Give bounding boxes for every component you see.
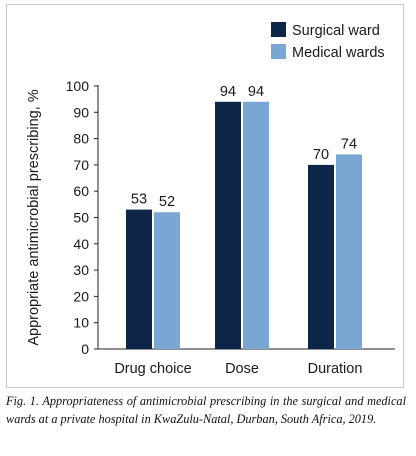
bar-value-label: 52 <box>159 194 175 210</box>
bar <box>215 101 241 349</box>
y-tick-label: 50 <box>73 210 89 226</box>
y-tick-label: 80 <box>73 131 89 147</box>
y-tick-label: 90 <box>73 104 89 120</box>
bar <box>243 101 269 349</box>
y-tick-label: 100 <box>66 78 90 94</box>
y-tick-label: 10 <box>73 315 89 331</box>
y-tick-label: 20 <box>73 288 89 304</box>
x-category-label: Dose <box>225 361 259 377</box>
bar-value-label: 70 <box>313 147 329 163</box>
y-tick-label: 0 <box>81 341 89 357</box>
y-tick-label: 60 <box>73 183 89 199</box>
y-tick-label: 40 <box>73 236 89 252</box>
bar <box>126 209 152 349</box>
bar-value-label: 94 <box>248 84 264 100</box>
legend-swatch <box>271 22 286 37</box>
bar-value-label: 74 <box>341 136 357 152</box>
bar <box>154 212 180 349</box>
bar-chart: 0 10 20 30 40 50 60 70 80 90 100 Appropriate antimi… <box>26 22 395 377</box>
legend-swatch <box>271 44 286 59</box>
legend-label: Surgical ward <box>292 23 380 39</box>
bar-value-label: 53 <box>131 192 147 208</box>
chart-frame: 0 10 20 30 40 50 60 70 80 90 100 Appropriate antimi… <box>6 4 404 388</box>
x-category-label: Duration <box>308 361 363 377</box>
y-tick-label: 70 <box>73 157 89 173</box>
y-axis-title: Appropriate antimicrobial prescribing, % <box>26 89 42 345</box>
figure-caption: Fig. 1. Appropriateness of antimicrobial… <box>6 394 406 426</box>
bar <box>308 164 334 349</box>
legend-label: Medical wards <box>292 45 385 61</box>
x-category-label: Drug choice <box>114 361 191 377</box>
bar <box>336 154 362 349</box>
y-tick-label: 30 <box>73 262 89 278</box>
bar-value-label: 94 <box>220 84 236 100</box>
